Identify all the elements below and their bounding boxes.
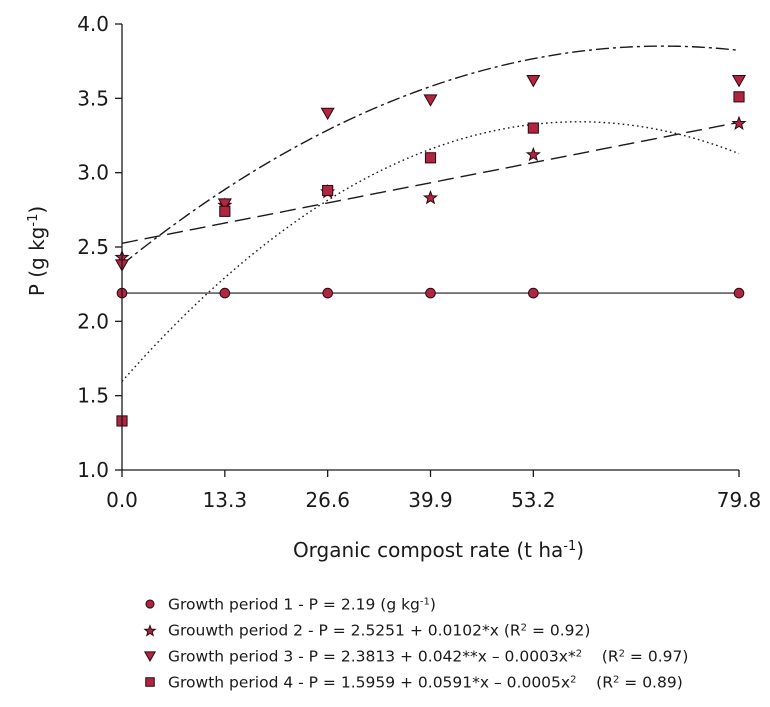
data-point-series-1 <box>322 287 334 299</box>
legend-marker-series-4 <box>145 677 155 687</box>
y-tick-label: 1.0 <box>77 458 109 482</box>
legend-marker-series-1 <box>145 599 155 609</box>
legend-label-series-2: Grouwth period 2 - P = 2.5251 + 0.0102*x… <box>168 622 590 640</box>
legend-label-series-1: Growth period 1 - P = 2.19 (g kg-1) <box>168 596 436 614</box>
data-point-series-3 <box>217 198 232 211</box>
legend-marker-series-3 <box>143 651 157 662</box>
y-tick-label: 4.0 <box>77 12 109 36</box>
x-tick-label: 53.2 <box>511 488 556 512</box>
data-point-series-3 <box>526 75 541 88</box>
y-tick-label: 2.5 <box>77 235 109 259</box>
legend: Growth period 1 - P = 2.19 (g kg-1) Grouw… <box>143 596 688 692</box>
fit-line-series-2 <box>121 121 740 244</box>
data-point-series-4 <box>322 184 334 197</box>
y-tick-label: 3.5 <box>77 86 109 110</box>
data-point-series-1 <box>733 287 745 299</box>
data-markers <box>114 75 747 427</box>
data-point-series-3 <box>731 75 747 88</box>
x-tick-label: 13.3 <box>203 488 248 512</box>
fit-line-series-4 <box>121 121 740 382</box>
data-point-series-4 <box>527 122 539 134</box>
legend-label-series-3: Growth period 3 - P = 2.3813 + 0.042**x … <box>168 648 688 666</box>
data-point-series-4 <box>219 205 231 217</box>
x-tick-label: 39.9 <box>408 488 453 512</box>
x-tick-label: 26.6 <box>305 488 350 512</box>
data-point-series-3 <box>423 94 438 107</box>
y-tick-label: 3.0 <box>77 161 109 185</box>
legend-marker-series-2 <box>143 624 157 637</box>
data-point-series-1 <box>527 287 539 299</box>
data-point-series-4 <box>424 152 437 164</box>
data-point-series-4 <box>733 91 745 103</box>
data-point-series-1 <box>425 287 436 299</box>
x-axis-title: Organic compost rate (t ha-1) <box>293 538 584 562</box>
y-axis-title: P (g kg-1) <box>25 206 49 296</box>
axes: 1.0 1.5 2.0 2.5 3.0 3.5 4.0 0.0 13.3 26.6 39.9 53.2… <box>25 12 761 562</box>
data-point-series-2 <box>525 146 541 162</box>
data-point-series-2 <box>731 115 747 131</box>
data-point-series-3 <box>320 107 335 121</box>
data-point-series-1 <box>219 287 231 299</box>
x-tick-label: 0.0 <box>106 488 138 512</box>
x-tick-label: 79.8 <box>717 488 762 512</box>
data-point-series-2 <box>422 190 439 205</box>
legend-label-series-4: Growth period 4 - P = 1.5959 + 0.0591*x … <box>168 674 683 692</box>
y-tick-label: 1.5 <box>77 384 109 408</box>
y-tick-label: 2.0 <box>77 309 109 333</box>
fit-line-series-3 <box>121 45 740 266</box>
